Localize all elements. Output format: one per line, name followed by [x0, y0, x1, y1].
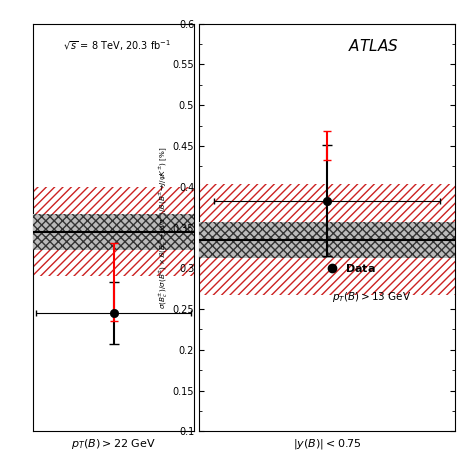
- Bar: [33, 187, 194, 276]
- X-axis label: $|y(B)| < 0.75$: $|y(B)| < 0.75$: [292, 437, 362, 451]
- Y-axis label: $\sigma(B_c^{\pm})/\sigma(B^{\pm})\times\mathcal{B}(B_c^{\pm}\!\to\! J/\psi\pi^{: $\sigma(B_c^{\pm})/\sigma(B^{\pm})\times…: [157, 146, 170, 309]
- X-axis label: $p_T(B) > 22$ GeV: $p_T(B) > 22$ GeV: [72, 437, 156, 451]
- Text: $\mathbf{Data}$: $\mathbf{Data}$: [345, 262, 376, 274]
- Text: $\sqrt{s}$ = 8 TeV, 20.3 fb$^{-1}$: $\sqrt{s}$ = 8 TeV, 20.3 fb$^{-1}$: [63, 38, 171, 53]
- Bar: [33, 214, 194, 249]
- Text: $p_T(B) > 13$ GeV: $p_T(B) > 13$ GeV: [332, 290, 411, 304]
- Bar: [199, 184, 455, 295]
- Text: $\mathit{ATLAS}$: $\mathit{ATLAS}$: [347, 38, 398, 54]
- Bar: [199, 222, 455, 258]
